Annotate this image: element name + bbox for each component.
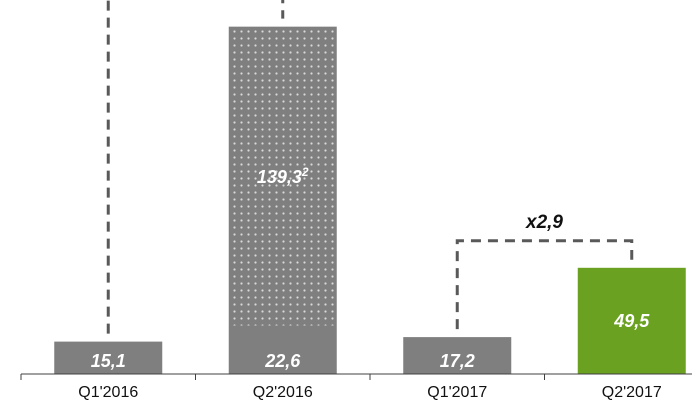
x-tick-label-1: Q2'2016 [253, 384, 313, 401]
value-label-3: 49,5 [613, 311, 650, 331]
bar-2 [403, 337, 512, 374]
value-label-1: 22,6 [264, 351, 301, 371]
bar-3 [577, 267, 686, 374]
x-tick-label-0: Q1'2016 [78, 384, 138, 401]
value-label-0: 15,1 [91, 351, 126, 371]
comparison-label-1: x2,9 [525, 212, 563, 233]
stacked-bar-1 [228, 26, 337, 326]
x-tick-label-3: Q2'2017 [602, 384, 662, 401]
comparison-connector-1 [455, 239, 634, 330]
bar-0 [54, 341, 163, 374]
x-tick-label-2: Q1'2017 [427, 384, 487, 401]
stack-value-label-1: 139,32 [257, 165, 309, 187]
bar-1 [228, 325, 337, 374]
value-label-2: 17,2 [440, 351, 475, 371]
